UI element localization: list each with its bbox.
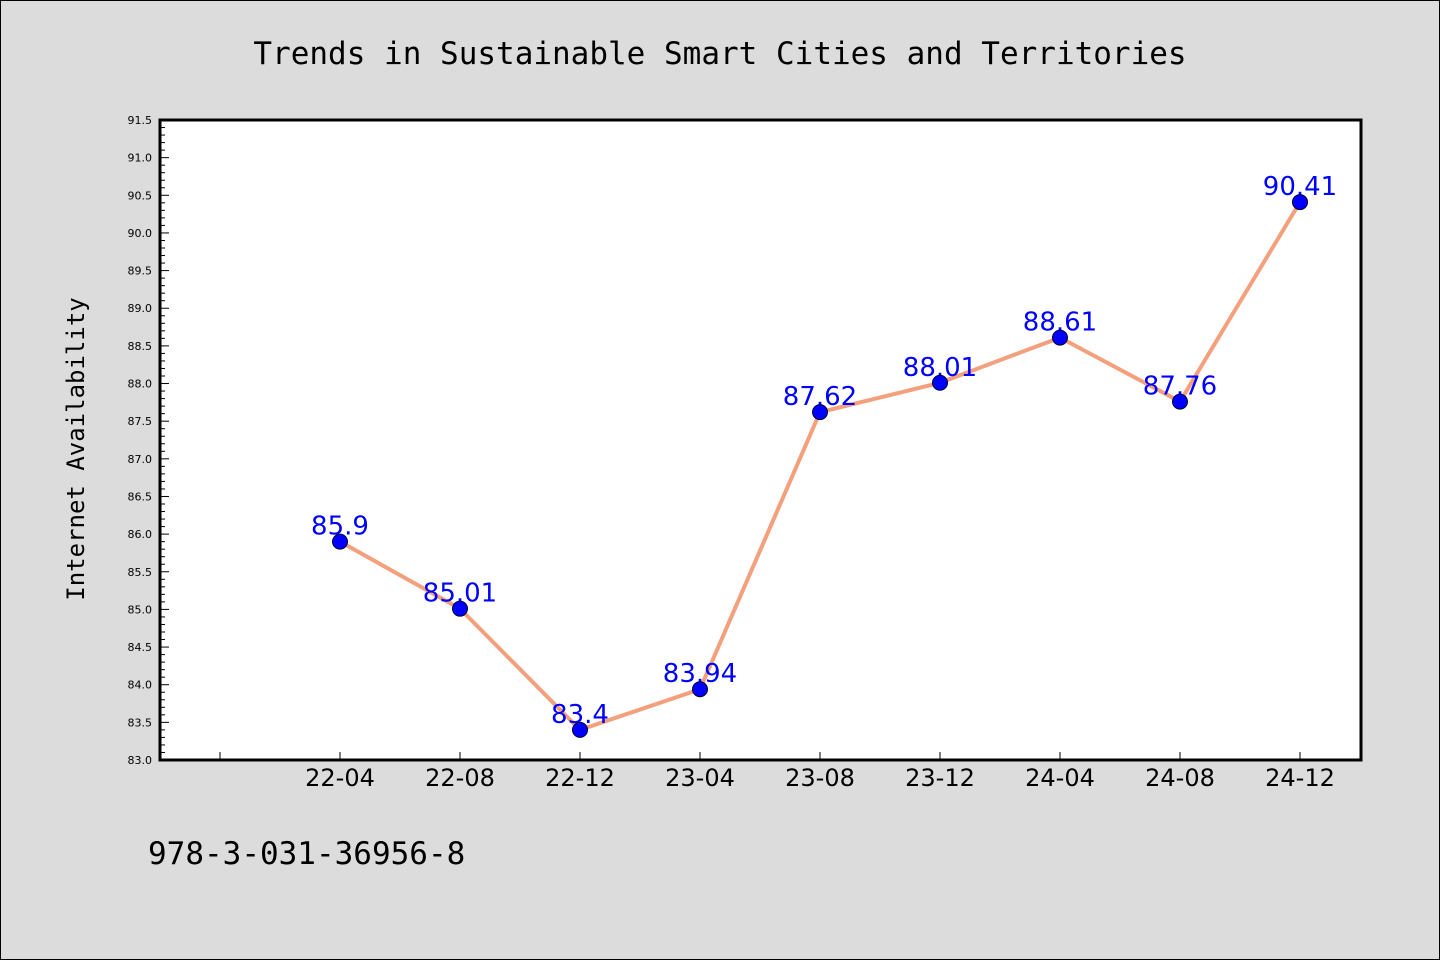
y-tick-label: 89.0 <box>128 302 153 315</box>
data-point <box>1172 393 1188 410</box>
y-tick-label: 88.5 <box>128 340 153 353</box>
x-tick-label: 22-08 <box>425 764 495 792</box>
y-tick-label: 91.0 <box>128 152 153 165</box>
y-tick-label: 87.0 <box>128 453 153 466</box>
y-tick-label: 87.5 <box>128 415 153 428</box>
y-tick-label: 84.5 <box>128 641 153 654</box>
x-tick-label: 24-08 <box>1145 764 1215 792</box>
data-point <box>332 533 348 550</box>
y-tick-label: 91.5 <box>128 114 153 127</box>
data-point <box>1052 329 1068 346</box>
data-point <box>572 721 588 738</box>
x-tick-label: 22-04 <box>305 764 375 792</box>
y-axis-label: Internet Availability <box>62 297 90 600</box>
y-tick-label: 88.0 <box>128 378 153 391</box>
isbn-footer: 978-3-031-36956-8 <box>148 836 465 872</box>
plot-frame <box>158 118 1363 762</box>
data-point <box>452 600 468 617</box>
x-tick-label: 24-12 <box>1265 764 1335 792</box>
x-tick-label: 23-12 <box>905 764 975 792</box>
y-tick-label: 86.0 <box>128 528 153 541</box>
x-tick-label: 24-04 <box>1025 764 1095 792</box>
data-markers <box>332 194 1308 738</box>
y-tick-label: 90.0 <box>128 227 153 240</box>
y-tick-label: 90.5 <box>128 189 153 202</box>
y-tick-label: 85.5 <box>128 566 153 579</box>
x-tick-label: 22-12 <box>545 764 615 792</box>
y-tick-label: 84.0 <box>128 679 153 692</box>
data-point <box>932 374 948 391</box>
y-axis: 83.0 83.5 84.0 84.5 85.0 85.5 86.0 86.5 87.0 87.5… <box>128 114 169 767</box>
y-tick-label: 83.5 <box>128 716 153 729</box>
plot-area <box>160 120 1361 760</box>
data-point <box>812 404 828 421</box>
x-tick-label: 23-04 <box>665 764 735 792</box>
data-point <box>692 681 708 698</box>
x-tick-label: 23-08 <box>785 764 855 792</box>
y-tick-label: 83.0 <box>128 754 153 767</box>
y-tick-label: 89.5 <box>128 265 153 278</box>
chart-title: Trends in Sustainable Smart Cities and T… <box>253 36 1186 72</box>
data-point <box>1292 194 1308 211</box>
y-tick-label: 85.0 <box>128 603 153 616</box>
x-axis: 22-04 22-08 22-12 23-04 23-08 23-12 24-04 24-08… <box>219 752 1335 792</box>
y-tick-label: 86.5 <box>128 490 153 503</box>
